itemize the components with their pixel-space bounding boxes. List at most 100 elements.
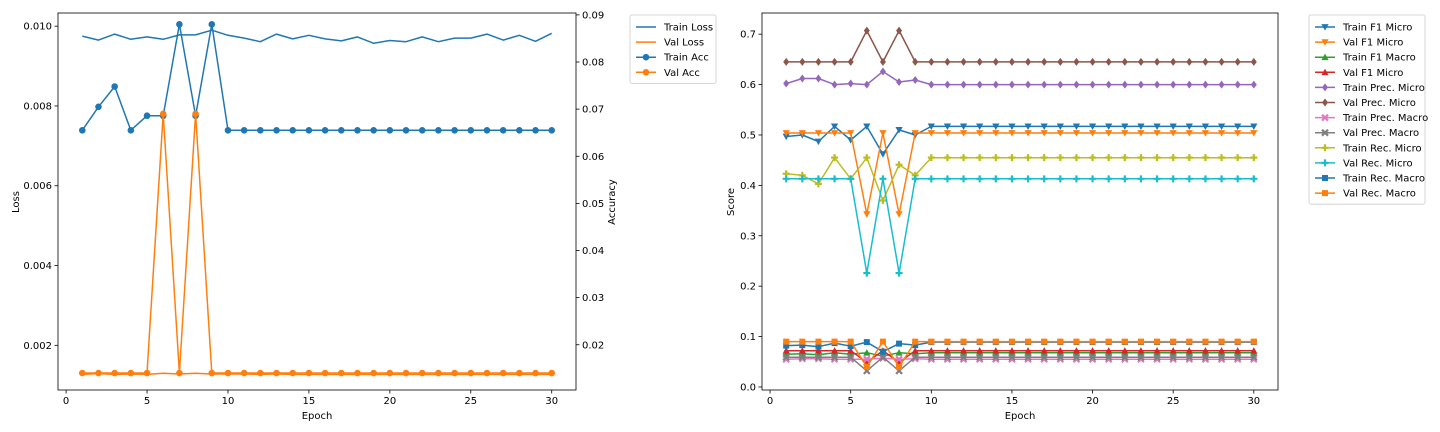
data-point (305, 369, 313, 377)
data-point (895, 355, 903, 364)
data-point (208, 21, 216, 28)
data-point (1137, 130, 1145, 137)
data-point (976, 175, 984, 183)
right-x-axis-label: Epoch (1005, 411, 1036, 422)
right-y-axis-label: Score (726, 188, 737, 216)
data-point (1089, 154, 1097, 162)
data-point (1170, 80, 1177, 89)
data-point (830, 130, 839, 137)
data-point (960, 57, 967, 66)
data-point (782, 353, 790, 362)
y2-tick-label: 0.07 (582, 105, 604, 116)
data-point (815, 74, 822, 83)
data-point (1105, 347, 1113, 354)
legend-marker (1322, 98, 1328, 107)
data-point (1040, 175, 1048, 183)
data-point (532, 127, 539, 134)
y-tick-label: 0.1 (740, 332, 756, 343)
data-point (1234, 80, 1241, 89)
data-point (1234, 175, 1242, 183)
data-point (370, 127, 377, 134)
data-point (831, 57, 838, 66)
data-point (1025, 338, 1032, 345)
legend-label: Val Rec. Micro (1343, 158, 1413, 169)
data-point (1089, 57, 1096, 66)
data-point (1234, 154, 1242, 162)
data-point (1250, 353, 1258, 362)
legend-entry-train-rec-micro: Train Rec. Micro (1315, 143, 1422, 154)
data-point (928, 338, 935, 345)
data-point (815, 57, 822, 66)
data-point (1218, 154, 1226, 162)
data-point (896, 78, 903, 87)
data-point (305, 127, 313, 134)
data-point (1154, 80, 1161, 89)
y-tick-label: 0.6 (740, 80, 756, 91)
legend-label: Val Acc (664, 68, 700, 79)
data-point (1056, 353, 1065, 362)
data-point (1137, 175, 1145, 183)
data-point (1185, 175, 1193, 183)
data-point (896, 26, 903, 35)
data-point (418, 369, 426, 377)
series-val-rec-micro (782, 175, 1258, 277)
data-point (895, 161, 903, 169)
data-point (1121, 175, 1129, 183)
data-point (911, 353, 919, 362)
data-point (943, 154, 951, 162)
legend-label: Train Loss (663, 23, 713, 34)
data-point (1218, 175, 1226, 183)
data-point (451, 369, 458, 377)
x-tick-label: 15 (1006, 396, 1019, 407)
data-point (1201, 347, 1210, 354)
data-point (895, 127, 903, 134)
legend-label: Val F1 Micro (1343, 38, 1403, 49)
data-point (912, 57, 919, 66)
series-train-f1-micro (782, 123, 1258, 158)
data-point (1105, 130, 1113, 137)
data-point (257, 127, 264, 134)
y2-tick-label: 0.05 (582, 199, 604, 210)
data-point (516, 127, 523, 134)
legend-entry-train-rec-macro: Train Rec. Macro (1315, 174, 1425, 185)
legend-label: Val Rec. Macro (1343, 189, 1416, 200)
data-point (1170, 57, 1177, 66)
legend-marker (1321, 159, 1329, 167)
x-tick-label: 20 (1086, 396, 1099, 407)
data-point (1056, 347, 1064, 354)
data-point (1089, 175, 1097, 183)
data-point (1185, 154, 1193, 162)
data-point (1008, 347, 1016, 354)
data-point (879, 175, 887, 183)
data-point (799, 57, 806, 66)
data-point (863, 269, 871, 277)
series-line-val-f1-micro (786, 349, 1254, 364)
data-point (1088, 347, 1097, 354)
legend-marker (1321, 68, 1329, 76)
data-point (1073, 57, 1080, 66)
x-tick-label: 25 (1167, 396, 1180, 407)
data-point (1154, 338, 1161, 345)
data-point (1105, 175, 1113, 183)
legend-label: Train F1 Macro (1342, 53, 1416, 64)
series-train-loss (82, 29, 553, 45)
data-point (337, 369, 345, 377)
data-point (1008, 175, 1016, 183)
x-tick-label: 0 (767, 396, 773, 407)
legend-marker (1321, 24, 1329, 31)
legend-marker (1322, 175, 1328, 181)
data-point (1056, 154, 1064, 162)
series-train-prec-micro (783, 67, 1257, 89)
data-point (1072, 130, 1081, 137)
data-point (1217, 130, 1226, 137)
y2-tick-label: 0.04 (582, 246, 604, 257)
y2-tick-label: 0.02 (582, 340, 604, 351)
data-point (402, 369, 410, 377)
data-point (863, 211, 871, 218)
legend-entry-val-rec-macro: Val Rec. Macro (1315, 189, 1416, 200)
data-point (944, 338, 951, 345)
data-point (831, 175, 839, 183)
data-point (95, 369, 102, 377)
legend: Train F1 Micro Val F1 Micro Train F1 Macro… (1308, 14, 1428, 205)
data-point (815, 343, 822, 350)
